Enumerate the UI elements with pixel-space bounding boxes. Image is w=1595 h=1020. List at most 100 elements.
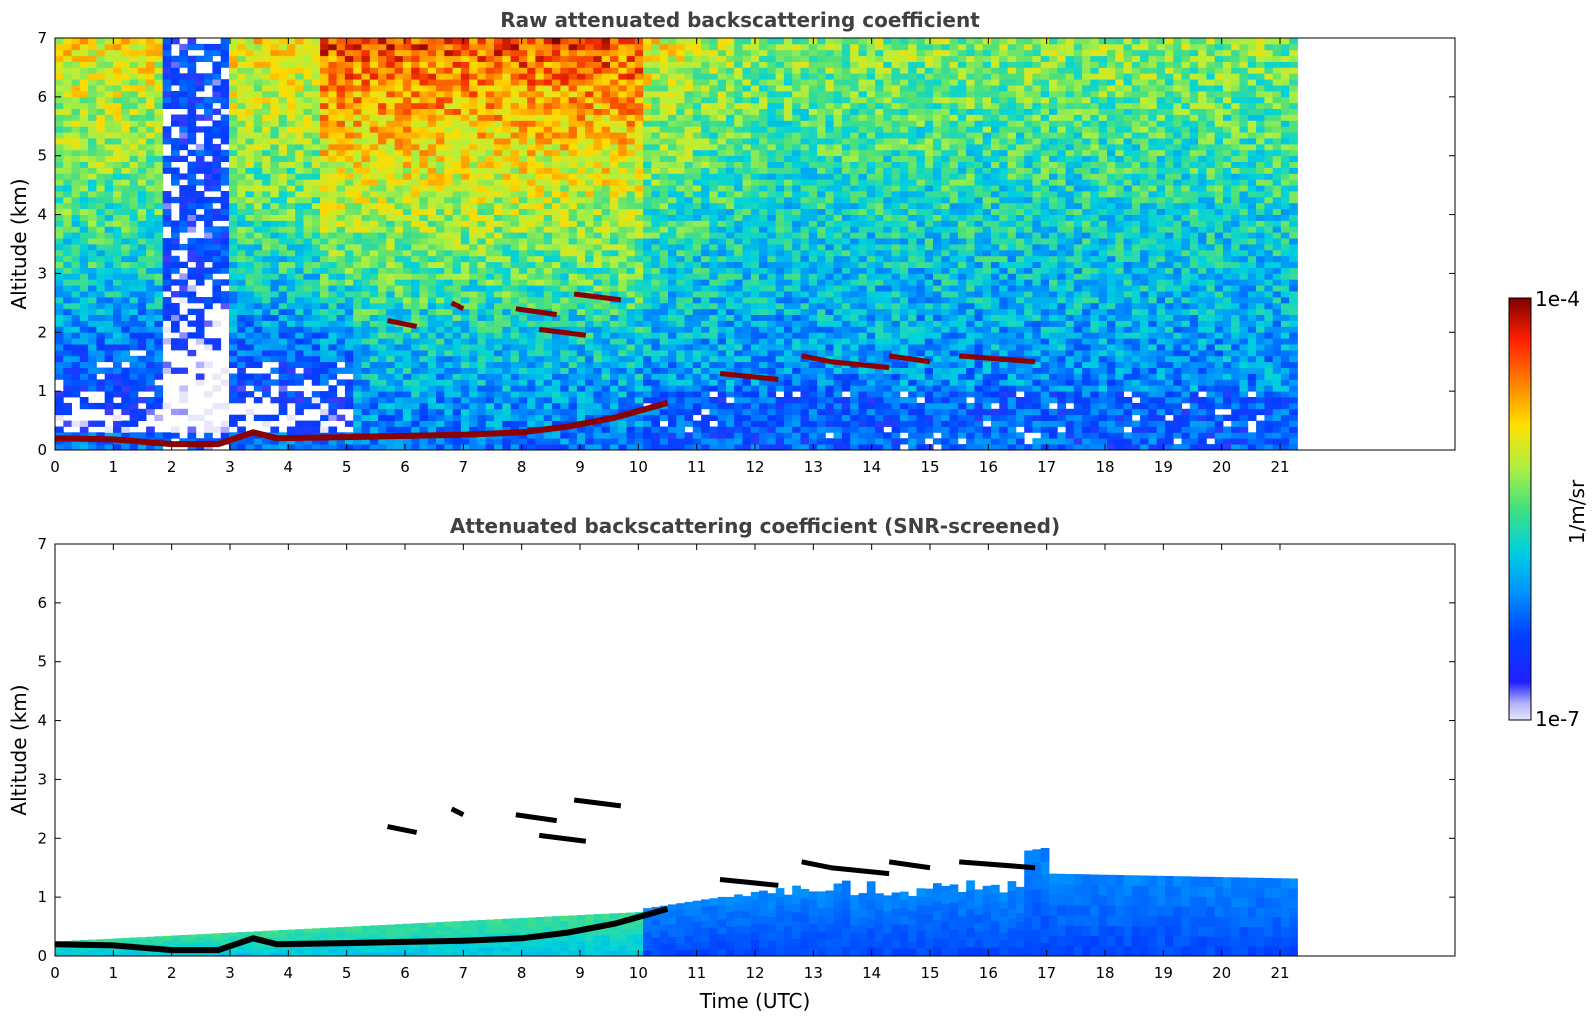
raw-pixel bbox=[676, 179, 685, 186]
raw-pixel bbox=[618, 43, 627, 51]
raw-pixel bbox=[643, 373, 652, 380]
raw-pixel bbox=[643, 308, 652, 315]
raw-pixel bbox=[295, 261, 304, 268]
raw-pixel bbox=[295, 308, 304, 315]
raw-pixel bbox=[369, 326, 379, 333]
raw-pixel bbox=[402, 108, 412, 115]
raw-pixel bbox=[311, 232, 321, 239]
raw-pixel bbox=[96, 214, 106, 221]
raw-pixel bbox=[278, 408, 288, 416]
raw-pixel bbox=[452, 49, 462, 57]
raw-pixel bbox=[419, 191, 429, 198]
raw-pixel bbox=[154, 49, 164, 57]
raw-pixel bbox=[96, 297, 106, 304]
raw-pixel bbox=[394, 379, 404, 386]
raw-pixel bbox=[394, 85, 404, 92]
raw-pixel bbox=[212, 373, 222, 380]
raw-pixel bbox=[485, 43, 495, 51]
raw-pixel bbox=[436, 367, 445, 374]
raw-pixel bbox=[303, 308, 313, 315]
raw-pixel bbox=[344, 267, 354, 274]
raw-pixel bbox=[477, 320, 487, 327]
raw-pixel bbox=[634, 385, 644, 392]
raw-pixel bbox=[311, 267, 321, 274]
raw-pixel bbox=[245, 114, 255, 121]
raw-pixel bbox=[593, 344, 603, 351]
raw-pixel bbox=[469, 367, 478, 374]
raw-pixel bbox=[535, 402, 545, 410]
raw-pixel bbox=[668, 379, 677, 386]
raw-pixel bbox=[137, 238, 147, 245]
raw-pixel bbox=[229, 38, 238, 45]
raw-pixel bbox=[204, 297, 213, 304]
raw-pixel bbox=[295, 61, 304, 68]
raw-pixel bbox=[485, 426, 495, 433]
raw-pixel bbox=[427, 120, 437, 127]
raw-pixel bbox=[394, 373, 404, 380]
raw-pixel bbox=[104, 385, 114, 392]
raw-pixel bbox=[469, 238, 478, 245]
raw-pixel bbox=[187, 226, 197, 233]
raw-pixel bbox=[245, 143, 255, 151]
raw-pixel bbox=[543, 385, 553, 392]
raw-pixel bbox=[361, 220, 371, 227]
raw-pixel bbox=[477, 279, 487, 286]
raw-pixel bbox=[220, 196, 230, 204]
raw-pixel bbox=[369, 444, 379, 451]
raw-pixel bbox=[568, 79, 578, 86]
raw-pixel bbox=[659, 155, 669, 162]
raw-pixel bbox=[71, 73, 81, 80]
raw-pixel bbox=[336, 414, 346, 421]
raw-pixel bbox=[55, 320, 64, 327]
raw-pixel bbox=[220, 49, 230, 57]
raw-pixel bbox=[452, 96, 462, 104]
raw-pixel bbox=[104, 308, 114, 315]
raw-pixel bbox=[684, 438, 694, 445]
raw-pixel bbox=[593, 185, 603, 192]
raw-pixel bbox=[262, 297, 271, 304]
raw-pixel bbox=[171, 314, 180, 321]
raw-pixel bbox=[96, 285, 106, 292]
raw-pixel bbox=[286, 108, 296, 115]
raw-pixel bbox=[502, 320, 511, 327]
raw-pixel bbox=[634, 61, 644, 68]
raw-pixel bbox=[518, 232, 528, 239]
raw-pixel bbox=[460, 143, 470, 151]
raw-pixel bbox=[402, 308, 412, 315]
raw-pixel bbox=[643, 85, 652, 92]
raw-pixel bbox=[576, 414, 586, 421]
raw-pixel bbox=[494, 438, 503, 445]
raw-pixel bbox=[378, 214, 387, 221]
raw-pixel bbox=[543, 332, 553, 339]
raw-pixel bbox=[427, 302, 437, 310]
raw-pixel bbox=[419, 249, 429, 257]
raw-pixel bbox=[386, 85, 395, 92]
raw-pixel bbox=[303, 438, 313, 445]
raw-pixel bbox=[585, 185, 594, 192]
raw-pixel bbox=[187, 38, 197, 45]
raw-pixel bbox=[245, 326, 255, 333]
raw-pixel bbox=[444, 408, 453, 416]
raw-pixel bbox=[444, 143, 453, 151]
raw-pixel bbox=[601, 279, 611, 286]
raw-pixel bbox=[601, 49, 611, 57]
raw-pixel bbox=[527, 267, 536, 274]
raw-pixel bbox=[668, 167, 677, 174]
raw-pixel bbox=[79, 196, 89, 204]
raw-pixel bbox=[469, 326, 478, 333]
raw-pixel bbox=[229, 191, 238, 198]
raw-pixel bbox=[560, 114, 569, 121]
raw-pixel bbox=[295, 238, 304, 245]
raw-pixel bbox=[220, 244, 230, 251]
raw-pixel bbox=[63, 232, 72, 239]
raw-pixel bbox=[96, 249, 106, 257]
raw-pixel bbox=[278, 291, 288, 298]
raw-pixel bbox=[253, 255, 263, 263]
raw-pixel bbox=[121, 308, 130, 315]
raw-pixel bbox=[320, 102, 329, 109]
raw-pixel bbox=[585, 444, 594, 451]
raw-pixel bbox=[253, 320, 263, 327]
raw-pixel bbox=[460, 361, 470, 368]
raw-pixel bbox=[502, 402, 511, 410]
raw-pixel bbox=[295, 49, 304, 57]
